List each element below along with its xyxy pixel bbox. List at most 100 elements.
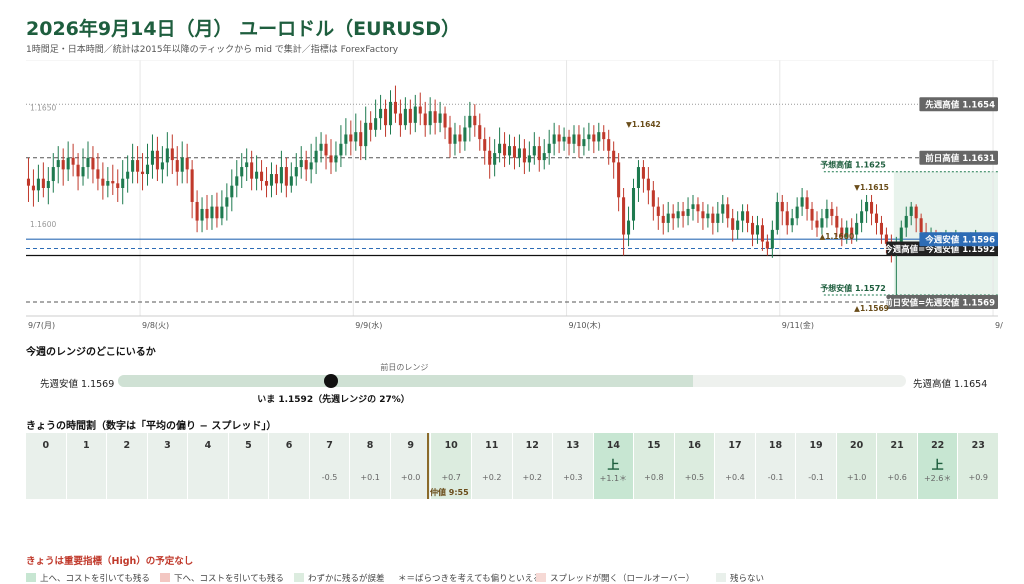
candle-body	[671, 213, 675, 219]
candle-body	[557, 134, 561, 142]
candle-body	[810, 208, 814, 221]
candle-body	[393, 101, 397, 114]
candle-body	[706, 213, 710, 219]
candle-body	[36, 178, 40, 191]
day-label: 9/10(木)	[569, 320, 601, 330]
legend-label: スプレッドが開く（ロールオーバー）	[550, 574, 695, 584]
hour-cell-3: 3	[147, 433, 188, 499]
candle-body	[423, 113, 427, 126]
candle-body	[498, 143, 502, 154]
current-tag	[919, 232, 998, 247]
bias-value: +0.9	[968, 473, 988, 482]
hour-cell-10: 10 +0.7	[431, 433, 471, 499]
candle-body	[136, 160, 140, 172]
hour-cell-16: 16 +0.5	[674, 433, 715, 499]
hour-cell-15: 15 +0.8	[634, 433, 674, 499]
current-label: 今週安値 1.1596	[924, 235, 995, 246]
candle-body	[701, 211, 705, 219]
candle-body	[319, 143, 323, 151]
hour-label: 17	[728, 440, 742, 451]
candle-body	[314, 150, 318, 163]
candle-body	[334, 155, 338, 163]
candle-body	[364, 122, 368, 147]
position-section-title: 今週のレンジのどこにいるか	[26, 347, 156, 358]
candle-body	[522, 148, 526, 163]
candle-body	[473, 115, 477, 126]
candle-body	[260, 171, 264, 182]
candle-body	[661, 215, 665, 223]
candle-body	[284, 167, 288, 186]
legend-swatch	[294, 573, 304, 582]
candle-body	[131, 160, 135, 172]
candle-body	[279, 167, 283, 184]
hour-label: 20	[849, 440, 864, 451]
candle-body	[845, 227, 849, 237]
hour-label: 2	[123, 440, 131, 451]
legend-label: 残らない	[730, 574, 765, 584]
bias-value: +0.3	[563, 473, 583, 482]
candle-body	[384, 108, 388, 126]
candle-body	[289, 176, 293, 186]
legend-item: 残らない	[716, 572, 764, 584]
candle-body	[71, 157, 75, 165]
candle-body	[344, 134, 348, 144]
candle-body	[165, 148, 169, 163]
candle-body	[785, 211, 789, 226]
day-label: 9/11(金)	[782, 320, 814, 330]
candle-body	[617, 162, 621, 198]
candle-body	[86, 157, 90, 168]
legend-swatch	[716, 573, 726, 582]
candle-body	[512, 146, 517, 158]
candle-body	[478, 125, 482, 140]
y-tick-label: 1.1650	[30, 104, 56, 113]
legend-label: わずかに残るが誤差	[308, 574, 385, 584]
hour-label: 1	[82, 440, 90, 451]
candle-body	[820, 218, 824, 228]
candle-body	[329, 155, 333, 163]
candle-body	[299, 160, 303, 168]
legend-label: ＊＝ばらつきを考えても偏りといえる	[398, 574, 542, 584]
bias-value: +0.7	[441, 473, 461, 482]
candle-body	[755, 225, 760, 235]
candle-body	[264, 181, 269, 186]
hour-label: 9	[407, 440, 414, 451]
candle-body	[141, 171, 145, 175]
candle-body	[175, 160, 179, 172]
forecast-high-label: 予想高値 1.1625	[820, 160, 886, 170]
candle-body	[770, 229, 774, 249]
hour-label: 14	[606, 440, 620, 451]
candle-body	[527, 155, 531, 163]
hour-label: 5	[245, 440, 252, 451]
candle-body	[572, 134, 576, 144]
candle-body	[379, 108, 383, 119]
candle-body	[914, 206, 918, 219]
legend-item: スプレッドが開く（ロールオーバー）	[536, 572, 694, 584]
candle-body	[76, 164, 80, 177]
candle-body	[488, 150, 492, 165]
legend-label: 下へ、コストを引いても残る	[174, 574, 284, 584]
hour-label: 21	[890, 440, 904, 451]
candle-body	[240, 167, 244, 177]
hour-cell-13: 13 +0.3	[553, 433, 593, 499]
candle-body	[607, 139, 611, 151]
hour-label: 15	[647, 440, 661, 451]
candle-body	[463, 127, 467, 142]
legend-label: 上へ、コストを引いても残る	[40, 574, 150, 584]
timetable-section-title: きょうの時間割（数字は「平均の偏り − スプレッド」）	[26, 421, 277, 432]
candle-body	[517, 148, 521, 158]
hour-label: 7	[326, 440, 333, 451]
candle-body	[195, 201, 199, 221]
bias-value: +0.8	[644, 473, 664, 482]
hour-cell-20: 20 +1.0	[836, 433, 877, 499]
bias-value: -0.1	[808, 473, 824, 482]
prev-day-high-tag	[919, 150, 998, 165]
candle-body	[349, 134, 353, 142]
extreme-annotation: ▼1.1615	[854, 183, 889, 192]
candle-body	[840, 227, 844, 237]
legend-item: わずかに残るが誤差	[294, 572, 385, 584]
candle-body	[428, 111, 432, 126]
candle-body	[646, 178, 650, 191]
hour-cell-19: 19 -0.1	[796, 433, 836, 499]
candle-body	[760, 225, 764, 242]
bias-value: -0.5	[321, 473, 338, 482]
